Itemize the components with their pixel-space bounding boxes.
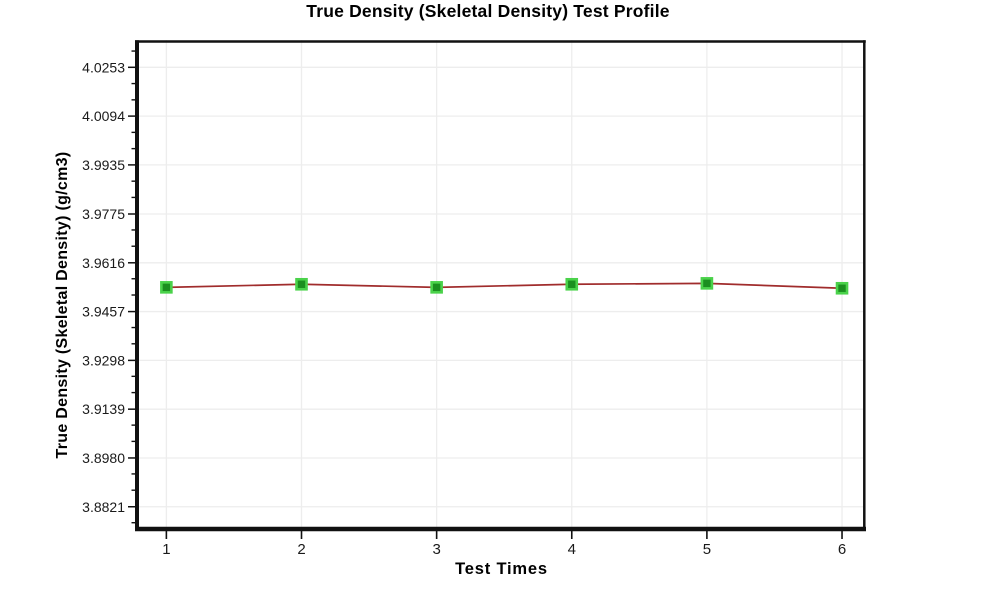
x-tick-label: 1 <box>162 541 170 558</box>
data-point-marker <box>430 281 443 294</box>
y-tick-label: 3.9616 <box>82 255 125 271</box>
x-tick-label: 3 <box>432 541 440 558</box>
x-tick-label: 6 <box>838 541 846 558</box>
y-tick-label: 3.8821 <box>82 499 125 515</box>
y-tick-label: 3.9139 <box>82 401 125 417</box>
y-tick-label: 3.9457 <box>82 304 125 320</box>
y-tick-label: 3.8980 <box>82 450 125 466</box>
data-point-marker <box>295 277 308 291</box>
data-point-marker <box>160 281 173 294</box>
x-tick-label: 5 <box>703 541 711 558</box>
y-tick-label: 4.0094 <box>82 108 125 124</box>
y-tick-label: 3.9775 <box>82 206 125 222</box>
data-line <box>166 282 843 290</box>
data-point-marker <box>835 281 849 295</box>
data-point-marker <box>700 277 714 290</box>
x-tick-label: 4 <box>568 541 576 558</box>
x-tick-label: 2 <box>297 541 305 558</box>
y-tick-label: 3.9298 <box>82 352 125 368</box>
y-tick-label: 4.0253 <box>82 59 125 75</box>
data-point-marker <box>565 277 579 291</box>
chart-title: True Density (Skeletal Density) Test Pro… <box>306 1 670 21</box>
y-tick-label: 3.9935 <box>82 157 125 173</box>
x-axis-label: Test Times <box>455 560 548 578</box>
